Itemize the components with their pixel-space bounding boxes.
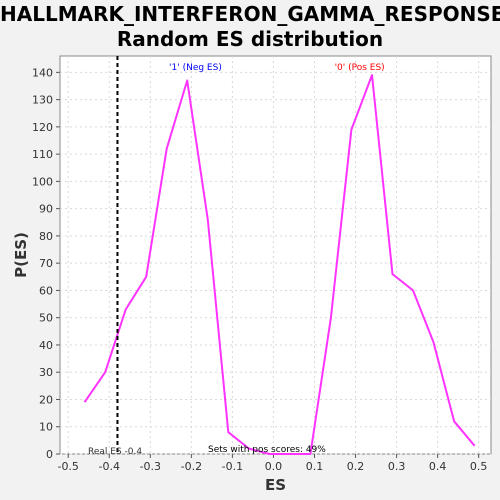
axes: -0.5 -0.4 -0.3 -0.2 -0.1 0.0 0.1 0.2 0.3 0.4 0.5 0 1… xyxy=(32,66,487,473)
y-tick-label: 10 xyxy=(39,421,53,434)
x-tick-label: -0.5 xyxy=(57,460,78,473)
y-tick-label: 140 xyxy=(32,66,53,79)
y-tick-label: 20 xyxy=(39,393,53,406)
y-tick-label: 100 xyxy=(32,175,53,188)
y-axis-label: P(ES) xyxy=(12,232,30,278)
x-tick-label: -0.3 xyxy=(140,460,161,473)
y-tick-label: 40 xyxy=(39,339,53,352)
y-tick-label: 70 xyxy=(39,257,53,270)
pos-scores-annotation: Sets with pos scores: 49% xyxy=(208,445,326,455)
chart-title-line-2: Random ES distribution xyxy=(116,27,384,51)
y-tick-label: 130 xyxy=(32,94,53,107)
x-tick-label: -0.4 xyxy=(99,460,120,473)
x-tick-label: -0.2 xyxy=(181,460,202,473)
x-tick-label: 0.4 xyxy=(429,460,447,473)
x-tick-label: 0.3 xyxy=(388,460,406,473)
x-tick-label: 0.5 xyxy=(470,460,488,473)
y-tick-label: 60 xyxy=(39,284,53,297)
plot-area xyxy=(59,55,492,455)
x-axis-label: ES xyxy=(265,476,286,494)
x-tick-label: 0.0 xyxy=(265,460,283,473)
data-layer xyxy=(83,56,476,455)
y-tick-label: 120 xyxy=(32,121,53,134)
y-tick-label: 30 xyxy=(39,366,53,379)
y-tick-label: 0 xyxy=(46,448,53,461)
y-tick-label: 90 xyxy=(39,203,53,216)
x-tick-label: 0.2 xyxy=(347,460,365,473)
y-tick-label: 50 xyxy=(39,312,53,325)
y-tick-label: 80 xyxy=(39,230,53,243)
es-distribution-line xyxy=(83,74,476,455)
real-es-annotation: Real ES -0.4 xyxy=(88,447,142,457)
pos-es-label: '0' (Pos ES) xyxy=(335,63,385,73)
chart-title-line-1: HALLMARK_INTERFERON_GAMMA_RESPONSE: xyxy=(0,2,500,26)
x-tick-label: -0.1 xyxy=(222,460,243,473)
x-tick-label: 0.1 xyxy=(306,460,324,473)
y-tick-label: 110 xyxy=(32,148,53,161)
neg-es-label: '1' (Neg ES) xyxy=(169,63,222,73)
